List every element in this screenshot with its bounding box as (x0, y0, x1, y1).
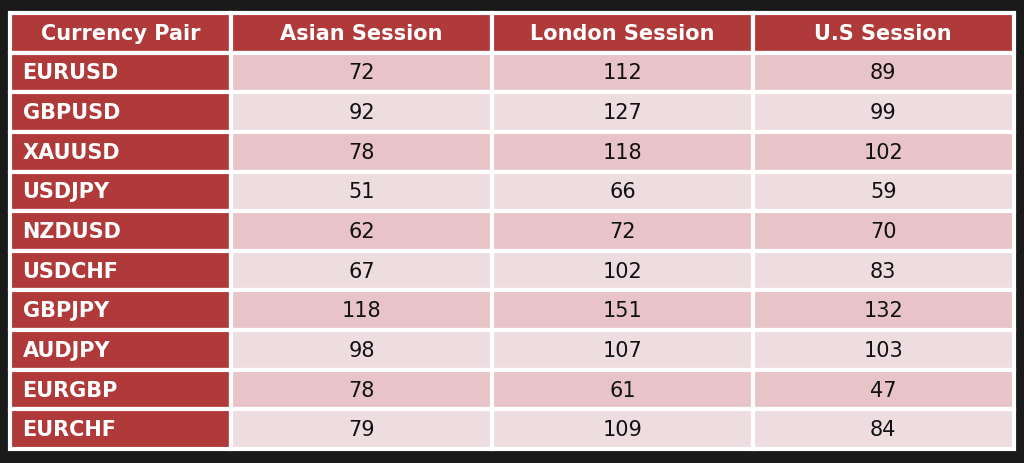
Text: 83: 83 (870, 261, 896, 281)
Text: 89: 89 (870, 63, 897, 83)
Bar (492, 410, 753, 449)
Bar (753, 172, 1014, 212)
Bar (10, 212, 231, 251)
Bar (492, 331, 753, 370)
Text: 109: 109 (602, 419, 642, 439)
Text: Currency Pair: Currency Pair (41, 24, 201, 44)
Bar (231, 251, 492, 291)
Bar (10, 53, 231, 93)
Text: 47: 47 (870, 380, 897, 400)
Bar (492, 14, 753, 53)
Text: AUDJPY: AUDJPY (23, 340, 111, 360)
Bar (10, 370, 231, 410)
Bar (492, 53, 753, 93)
Text: 84: 84 (870, 419, 896, 439)
Bar (231, 212, 492, 251)
Text: 151: 151 (602, 300, 642, 320)
Text: Asian Session: Asian Session (281, 24, 442, 44)
Bar (753, 291, 1014, 331)
Text: 61: 61 (609, 380, 636, 400)
Text: 107: 107 (602, 340, 642, 360)
Text: 78: 78 (348, 380, 375, 400)
Bar (231, 410, 492, 449)
Text: EURGBP: EURGBP (23, 380, 118, 400)
Text: 72: 72 (609, 221, 636, 242)
Text: USDJPY: USDJPY (23, 182, 110, 202)
Bar (10, 93, 231, 132)
Bar (231, 291, 492, 331)
Text: 62: 62 (348, 221, 375, 242)
Bar (10, 291, 231, 331)
Bar (753, 370, 1014, 410)
Text: London Session: London Session (530, 24, 715, 44)
Bar (231, 370, 492, 410)
Text: 132: 132 (863, 300, 903, 320)
Text: GBPJPY: GBPJPY (23, 300, 109, 320)
Text: 99: 99 (870, 103, 897, 123)
Text: 102: 102 (863, 143, 903, 163)
Text: 92: 92 (348, 103, 375, 123)
Text: U.S Session: U.S Session (814, 24, 952, 44)
Text: XAUUSD: XAUUSD (23, 143, 120, 163)
Bar (753, 132, 1014, 172)
Bar (231, 132, 492, 172)
Bar (231, 93, 492, 132)
Bar (753, 331, 1014, 370)
Text: 112: 112 (602, 63, 642, 83)
Bar (10, 172, 231, 212)
Bar (231, 53, 492, 93)
Bar (231, 172, 492, 212)
Text: 127: 127 (602, 103, 642, 123)
Text: 102: 102 (602, 261, 642, 281)
Bar (10, 251, 231, 291)
Text: 98: 98 (348, 340, 375, 360)
Text: 70: 70 (870, 221, 897, 242)
Text: 103: 103 (863, 340, 903, 360)
Text: 79: 79 (348, 419, 375, 439)
Bar (492, 212, 753, 251)
Text: NZDUSD: NZDUSD (23, 221, 122, 242)
Text: GBPUSD: GBPUSD (23, 103, 120, 123)
Text: 51: 51 (348, 182, 375, 202)
Bar (10, 14, 231, 53)
Bar (10, 132, 231, 172)
Text: 66: 66 (609, 182, 636, 202)
Text: 118: 118 (342, 300, 381, 320)
Bar (753, 410, 1014, 449)
Text: 67: 67 (348, 261, 375, 281)
Text: EURUSD: EURUSD (23, 63, 119, 83)
Bar (753, 251, 1014, 291)
Bar (753, 212, 1014, 251)
Bar (492, 172, 753, 212)
Text: 78: 78 (348, 143, 375, 163)
Bar (492, 93, 753, 132)
Bar (231, 14, 492, 53)
Text: 59: 59 (870, 182, 897, 202)
Bar (753, 14, 1014, 53)
Text: 118: 118 (602, 143, 642, 163)
Bar (492, 370, 753, 410)
Bar (492, 251, 753, 291)
Text: USDCHF: USDCHF (23, 261, 119, 281)
Text: 72: 72 (348, 63, 375, 83)
Bar (231, 331, 492, 370)
Bar (753, 93, 1014, 132)
Bar (492, 291, 753, 331)
Bar (10, 410, 231, 449)
Bar (753, 53, 1014, 93)
Bar (492, 132, 753, 172)
Text: EURCHF: EURCHF (23, 419, 117, 439)
Bar (10, 331, 231, 370)
